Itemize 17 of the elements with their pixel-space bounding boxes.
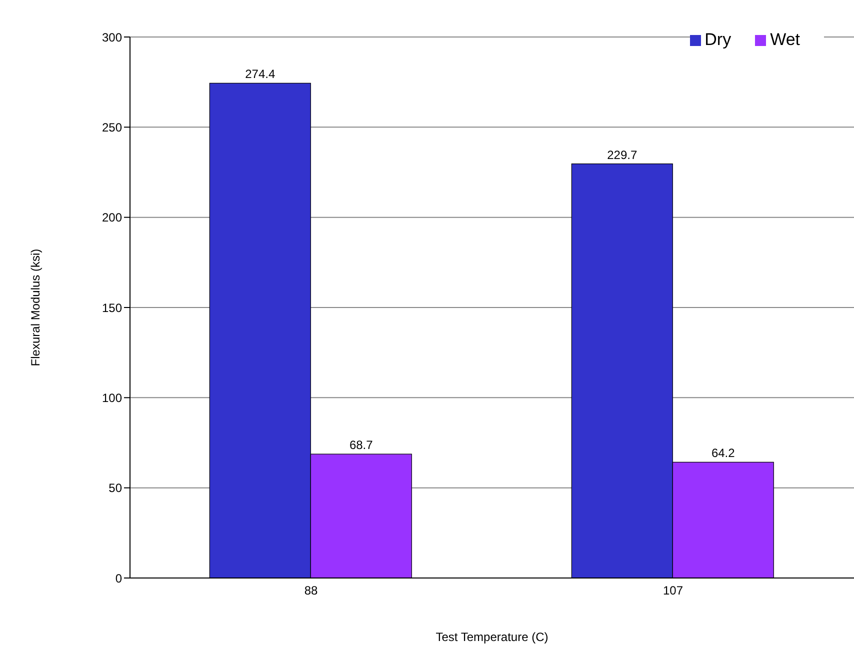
data-label: 68.7 <box>349 438 374 452</box>
y-tick-label: 250 <box>102 120 122 134</box>
x-tick-label: 88 <box>304 584 318 598</box>
data-label: 274.4 <box>245 67 276 82</box>
y-tick-label: 50 <box>108 481 122 496</box>
data-label: 229.7 <box>607 148 638 162</box>
y-tick-label: 100 <box>102 390 122 405</box>
y-tick-label: 300 <box>102 30 122 44</box>
y-axis-title: Flexural Modulus (ksi) <box>28 248 42 366</box>
legend-label: Wet <box>770 30 800 49</box>
y-tick-label: 200 <box>102 210 122 225</box>
legend-label: Dry <box>704 30 732 49</box>
data-label: 64.2 <box>711 446 736 460</box>
x-axis-title: Test Temperature (C) <box>436 630 548 644</box>
y-tick-label: 150 <box>102 300 122 315</box>
x-tick-label: 107 <box>662 584 684 598</box>
y-tick-label: 0 <box>115 571 122 586</box>
